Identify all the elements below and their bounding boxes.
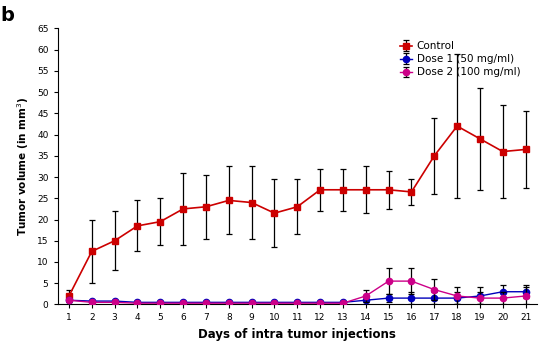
Y-axis label: Tumor volume (in mm$^3$): Tumor volume (in mm$^3$) xyxy=(16,97,32,236)
X-axis label: Days of intra tumor injections: Days of intra tumor injections xyxy=(199,328,396,341)
Text: b: b xyxy=(0,6,14,25)
Legend: Control, Dose 1 (50 mg/ml), Dose 2 (100 mg/ml): Control, Dose 1 (50 mg/ml), Dose 2 (100 … xyxy=(398,39,522,80)
